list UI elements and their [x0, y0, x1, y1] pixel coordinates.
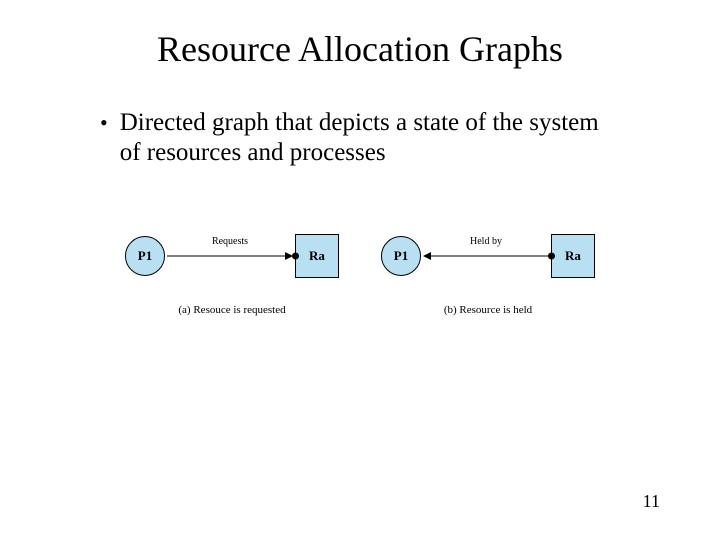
process-node-b: P1 [381, 236, 421, 276]
bullet-item: • Directed graph that depicts a state of… [60, 108, 660, 168]
arrow-a: Requests [165, 236, 295, 276]
edge-label-a: Requests [165, 236, 295, 247]
arrow-line-b [431, 256, 549, 257]
figure-panel-b: P1 Held by Ra (b) Resource is held [381, 228, 595, 316]
resource-label-a: Ra [309, 248, 325, 264]
arrow-head-b [423, 252, 431, 260]
figure-panel-a: P1 Requests Ra (a) Resouce is requested [125, 228, 339, 316]
resource-label-b: Ra [565, 248, 581, 264]
process-label-b: P1 [394, 248, 408, 264]
resource-dot-a [292, 253, 299, 260]
resource-node-a: Ra [295, 234, 339, 278]
process-label-a: P1 [138, 248, 152, 264]
slide: Resource Allocation Graphs • Directed gr… [0, 0, 720, 540]
page-number: 11 [643, 491, 660, 512]
figure-area: P1 Requests Ra (a) Resouce is requested … [60, 228, 660, 316]
panel-a-graphic: P1 Requests Ra [125, 228, 339, 284]
arrow-line-a [167, 256, 285, 257]
arrow-b: Held by [421, 236, 551, 276]
edge-label-b: Held by [421, 236, 551, 247]
panel-b-graphic: P1 Held by Ra [381, 228, 595, 284]
resource-node-b: Ra [551, 234, 595, 278]
bullet-marker: • [100, 108, 108, 138]
bullet-text: Directed graph that depicts a state of t… [120, 108, 620, 168]
caption-b: (b) Resource is held [444, 304, 532, 316]
caption-a: (a) Resouce is requested [178, 304, 285, 316]
resource-dot-b [548, 253, 555, 260]
slide-title: Resource Allocation Graphs [60, 28, 660, 70]
process-node-a: P1 [125, 236, 165, 276]
